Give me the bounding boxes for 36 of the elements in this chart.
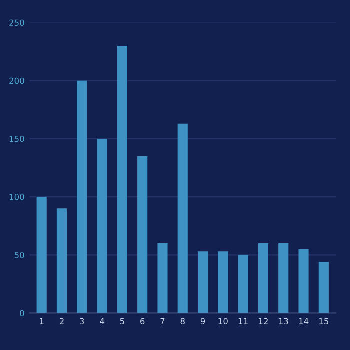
- bar: [238, 255, 248, 314]
- x-tick-label: 8: [180, 318, 185, 325]
- x-tick-label: 5: [120, 318, 124, 325]
- bar: [56, 208, 68, 314]
- x-tick-label: 6: [140, 318, 145, 325]
- y-tick-label: 200: [10, 78, 24, 84]
- bar: [77, 80, 88, 314]
- x-tick-label: 11: [238, 318, 248, 324]
- y-tick-label: 100: [10, 194, 24, 200]
- y-tick-label: 50: [14, 252, 24, 258]
- bar: [258, 244, 269, 314]
- x-tick-label: 13: [279, 318, 288, 325]
- bar: [158, 244, 168, 314]
- x-tick-label: 15: [320, 318, 328, 325]
- bar: [36, 197, 47, 314]
- x-tick-label: 7: [160, 318, 165, 324]
- bar: [138, 156, 148, 314]
- bar: [198, 252, 208, 314]
- x-tick-label: 14: [299, 318, 309, 324]
- bar: [278, 244, 289, 314]
- bar: [298, 249, 309, 314]
- x-tick-label: 12: [259, 318, 268, 324]
- bar: [97, 138, 108, 314]
- bar: [318, 262, 329, 314]
- x-tick-label: 3: [80, 318, 84, 325]
- bar: [218, 252, 228, 314]
- x-tick-label: 2: [60, 318, 64, 324]
- x-tick-label: 10: [218, 318, 228, 325]
- y-tick-label: 250: [10, 20, 24, 26]
- y-tick-label: 150: [10, 136, 24, 142]
- y-tick-label: 0: [20, 310, 24, 317]
- x-tick-label: 1: [40, 318, 44, 324]
- x-tick-label: 4: [100, 318, 104, 324]
- bar: [178, 124, 188, 314]
- bar: [117, 46, 128, 314]
- x-tick-label: 9: [200, 318, 206, 325]
